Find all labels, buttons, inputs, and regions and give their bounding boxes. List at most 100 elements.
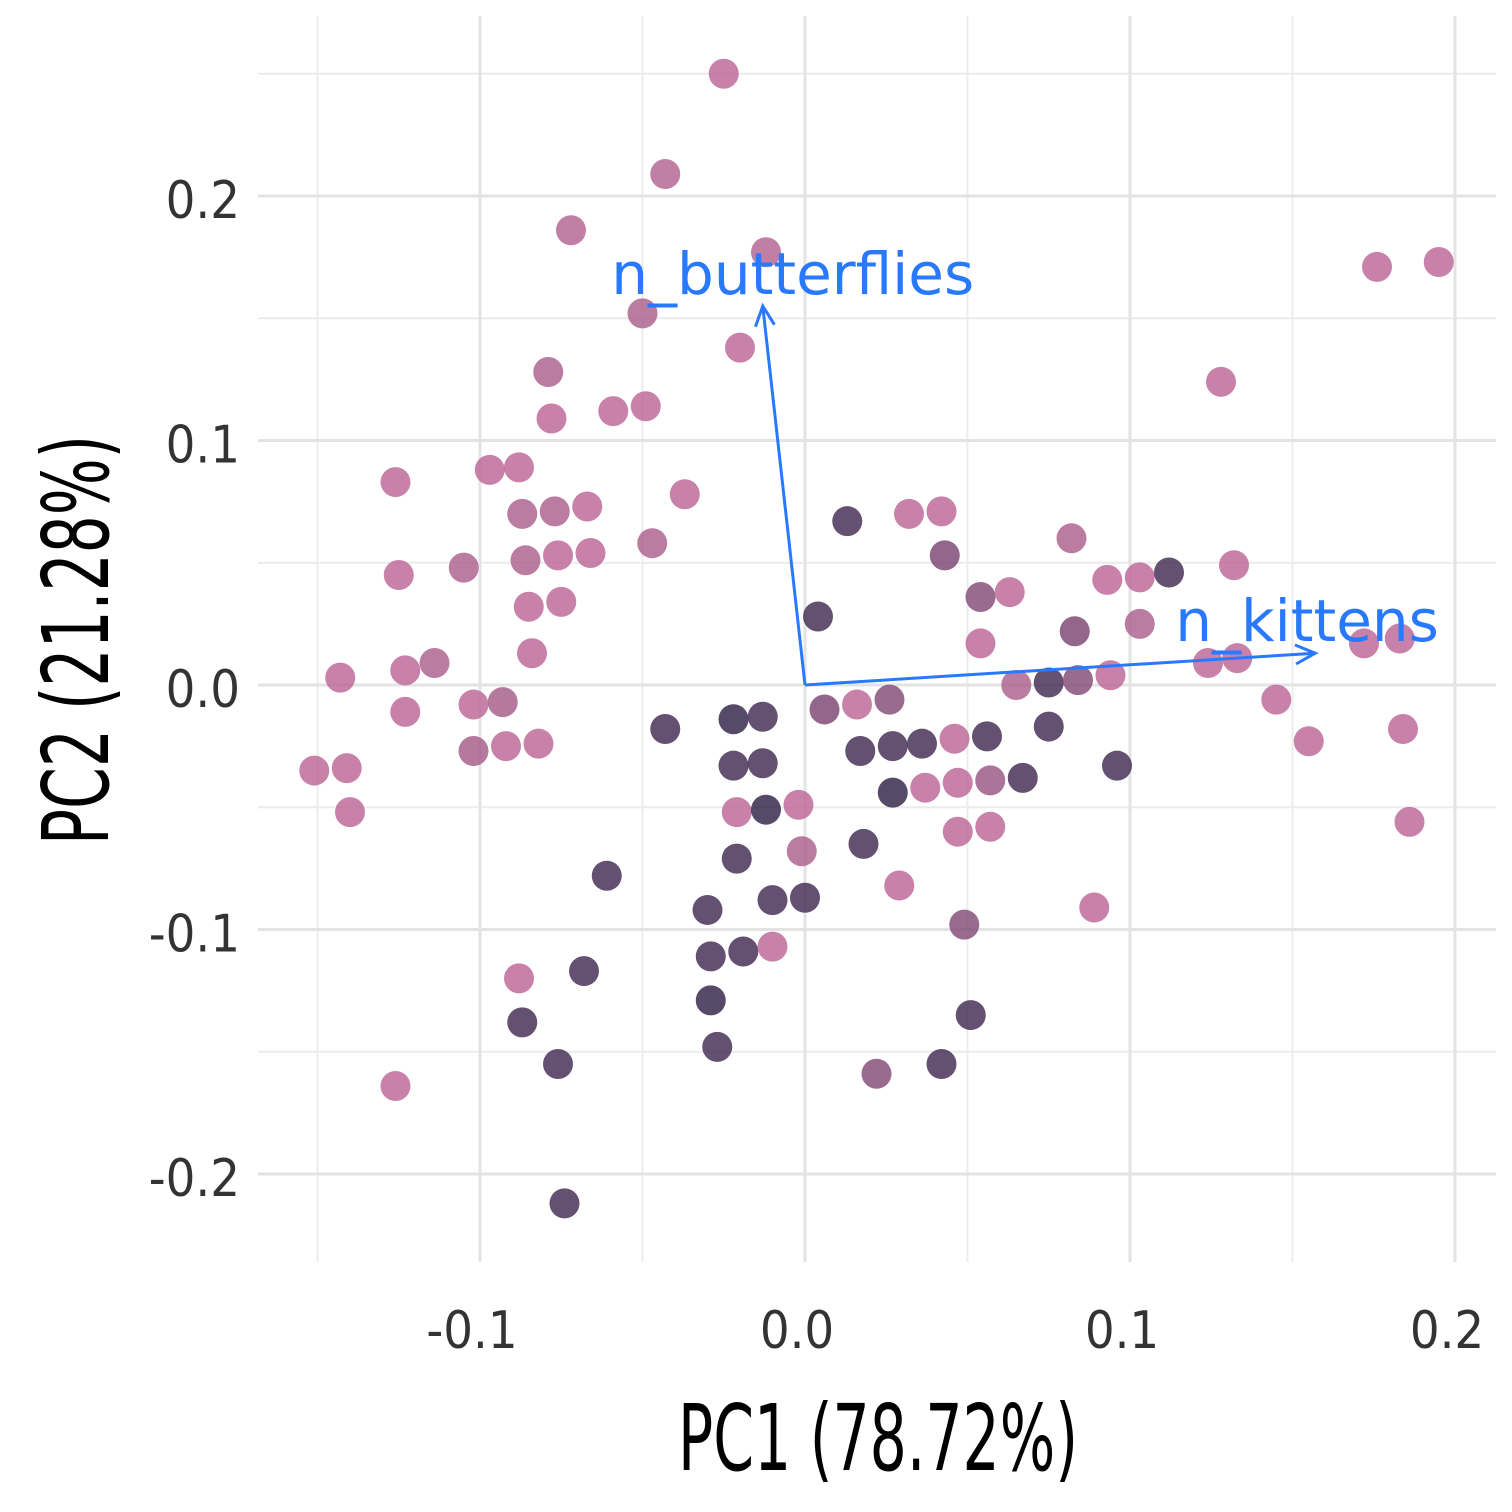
data-points [299,58,1454,1219]
data-point [448,552,479,583]
data-point [510,545,541,576]
data-point [533,357,564,388]
data-point [907,728,937,759]
data-point [556,215,586,246]
data-point [569,956,599,987]
data-point [783,789,814,820]
loading-arrow-n_kittens [804,651,1316,687]
x-tick-label: 0.0 [760,1301,834,1361]
data-point [523,728,554,759]
data-point [718,704,749,735]
data-point [504,963,534,994]
data-point [708,58,739,89]
data-point [458,736,489,767]
data-point [1124,562,1155,593]
data-point [630,391,661,422]
data-point [725,332,755,363]
loading-label-n_kittens: n_kittens [1175,587,1439,655]
data-point [1362,251,1392,282]
data-point [1056,523,1087,554]
data-point [832,506,863,537]
data-point [669,479,700,510]
data-point [1033,711,1064,742]
data-point [751,237,781,268]
data-point [728,936,759,967]
loading-arrows: n_butterflies n_kittens [611,240,1439,687]
grid-major [258,16,1496,1262]
data-point [539,496,570,527]
data-point [861,1058,892,1089]
data-point [650,158,681,189]
data-point [458,689,489,720]
data-point [757,931,788,962]
data-point [575,537,606,568]
data-point [747,701,778,732]
data-point [955,1000,986,1031]
data-point [380,467,411,498]
data-point [504,452,534,483]
data-point [965,581,996,612]
data-point [721,843,752,874]
data-point [1388,714,1418,745]
data-point [747,748,778,779]
data-point [507,498,538,529]
data-point [803,601,833,632]
data-point [591,860,622,891]
data-point [549,1188,580,1219]
data-point [572,491,603,522]
loading-arrow-n_butterflies [761,305,807,686]
data-point [845,736,876,767]
data-point [299,755,330,786]
data-point [972,721,1002,752]
data-point [627,298,658,329]
data-point [390,655,421,686]
data-point [721,797,752,828]
data-point [939,723,970,754]
x-axis-ticks: -0.1 0.0 0.1 0.2 [426,1301,1484,1361]
data-point [929,540,960,571]
x-tick-label: 0.1 [1085,1301,1159,1361]
data-point [598,396,629,427]
data-point [1349,628,1379,659]
data-point [965,628,996,659]
data-point [1092,564,1123,595]
data-point [894,498,924,529]
loading-label-n_butterflies: n_butterflies [611,240,974,308]
y-tick-label: -0.1 [149,905,240,965]
y-axis-title: PC2 (21.28%) [23,435,130,845]
y-tick-label: 0.1 [166,416,240,476]
data-point [877,777,908,808]
data-point [491,731,521,762]
data-point [1033,667,1064,698]
data-point [975,811,1006,842]
data-point [507,1007,538,1038]
data-point [809,694,840,725]
data-point [474,454,505,485]
y-axis-ticks: -0.2 -0.1 0.0 0.1 0.2 [149,171,240,1209]
loading-arrowhead-n_butterflies [754,302,776,328]
data-point [842,689,872,720]
data-point [1063,665,1093,696]
data-point [1293,726,1324,757]
data-point [1394,806,1425,837]
data-point [975,765,1006,796]
data-point [1154,557,1184,588]
data-point [926,496,957,527]
loading-arrowhead-n_kittens [1294,643,1319,666]
y-tick-label: 0.0 [166,660,240,720]
data-point [695,941,726,972]
data-point [994,577,1025,608]
data-point [1206,366,1236,397]
data-point [517,638,547,669]
data-point [874,684,905,715]
data-point [543,540,573,571]
data-point [390,696,421,727]
data-point [650,714,681,745]
data-point [335,797,365,828]
data-point [718,750,749,781]
data-point [786,836,817,867]
data-point [536,403,567,434]
data-point [884,870,915,901]
data-point [877,731,908,762]
